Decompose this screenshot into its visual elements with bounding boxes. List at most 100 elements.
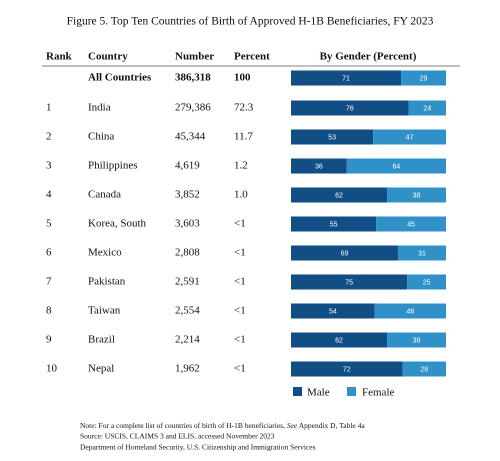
note-text: Appendix D, Table 4a xyxy=(297,421,365,430)
rank: 4 xyxy=(46,189,52,201)
female-label: 64 xyxy=(393,163,401,170)
country: Korea, South xyxy=(88,218,147,230)
male-label: 76 xyxy=(346,105,354,112)
percent: 100 xyxy=(234,72,251,84)
country: Philippines xyxy=(88,160,138,172)
female-bar xyxy=(387,187,446,203)
header-percent: Percent xyxy=(234,51,270,63)
male-label: 62 xyxy=(335,192,343,199)
country: All Countries xyxy=(88,72,152,84)
number: 386,318 xyxy=(175,72,211,84)
female-bar xyxy=(346,158,446,174)
rank: 2 xyxy=(46,131,52,143)
rank: 9 xyxy=(46,334,52,346)
male-bar xyxy=(291,303,375,319)
rank: 6 xyxy=(46,247,52,259)
male-bar xyxy=(291,70,402,86)
country: Mexico xyxy=(88,247,122,259)
male-bar xyxy=(291,158,347,174)
female-label: 38 xyxy=(413,337,421,344)
female-bar xyxy=(402,361,446,377)
male-bar xyxy=(291,187,388,203)
percent: <1 xyxy=(234,218,246,230)
country: China xyxy=(88,131,114,143)
male-label: 55 xyxy=(330,221,338,228)
percent: <1 xyxy=(234,247,246,259)
country: Brazil xyxy=(88,334,115,346)
female-label: 38 xyxy=(413,192,421,199)
female-bar xyxy=(408,100,446,116)
rank: 3 xyxy=(46,160,52,172)
country: Taiwan xyxy=(88,305,121,317)
source: Source: USCIS, CLAIMS 3 and ELIS, access… xyxy=(80,432,275,441)
country: Nepal xyxy=(88,363,114,375)
female-bar xyxy=(397,245,446,261)
female-label: 45 xyxy=(407,221,415,228)
female-bar xyxy=(407,274,446,290)
percent: <1 xyxy=(234,276,246,288)
female-label: 46 xyxy=(406,308,414,315)
header-rank: Rank xyxy=(46,51,73,63)
country: India xyxy=(88,102,111,114)
note: Note: For a complete list of countries o… xyxy=(80,421,365,430)
legend-label: Male xyxy=(307,387,330,399)
country: Canada xyxy=(88,189,121,201)
percent: 1.0 xyxy=(234,189,248,201)
number: 45,344 xyxy=(175,131,206,143)
female-bar xyxy=(387,332,446,348)
female-label: 24 xyxy=(424,105,432,112)
male-bar xyxy=(291,332,388,348)
rank: 7 xyxy=(46,276,52,288)
percent: 1.2 xyxy=(234,160,248,172)
percent: <1 xyxy=(234,305,246,317)
female-label: 29 xyxy=(420,75,428,82)
male-label: 54 xyxy=(329,308,337,315)
number: 3,603 xyxy=(175,218,200,230)
note-text: Note: For a complete list of countries o… xyxy=(80,421,287,430)
male-bar xyxy=(291,100,409,116)
number: 279,386 xyxy=(175,102,211,114)
country: Pakistan xyxy=(88,276,126,288)
female-bar xyxy=(401,70,446,86)
male-bar xyxy=(291,274,408,290)
female-bar xyxy=(374,303,446,319)
male-label: 62 xyxy=(335,337,343,344)
number: 4,619 xyxy=(175,160,200,172)
number: 2,808 xyxy=(175,247,200,259)
percent: 72.3 xyxy=(234,102,254,114)
percent: 11.7 xyxy=(234,131,253,143)
percent: <1 xyxy=(234,363,246,375)
agency: Department of Homeland Security, U.S. Ci… xyxy=(80,443,316,452)
number: 2,214 xyxy=(175,334,200,346)
legend-swatch xyxy=(347,387,356,396)
legend-label: Female xyxy=(362,387,394,399)
male-label: 71 xyxy=(342,75,350,82)
header-gender: By Gender (Percent) xyxy=(320,51,417,63)
female-bar xyxy=(376,216,446,232)
header-number: Number xyxy=(175,51,214,63)
female-label: 25 xyxy=(423,279,431,286)
male-bar xyxy=(291,216,377,232)
female-bar xyxy=(373,129,446,145)
male-bar xyxy=(291,129,374,145)
number: 2,554 xyxy=(175,305,200,317)
male-label: 75 xyxy=(345,279,353,286)
male-bar xyxy=(291,245,398,261)
rank: 5 xyxy=(46,218,52,230)
female-label: 31 xyxy=(418,250,426,257)
header-country: Country xyxy=(88,51,128,63)
number: 1,962 xyxy=(175,363,200,375)
male-bar xyxy=(291,361,403,377)
rank: 8 xyxy=(46,305,52,317)
male-label: 36 xyxy=(315,163,323,170)
male-label: 72 xyxy=(343,366,351,373)
rank: 1 xyxy=(46,102,52,114)
female-label: 28 xyxy=(420,366,428,373)
female-label: 47 xyxy=(406,134,414,141)
note-italic: See xyxy=(287,421,298,430)
percent: <1 xyxy=(234,334,246,346)
title: Figure 5. Top Ten Countries of Birth of … xyxy=(67,16,434,28)
male-label: 53 xyxy=(328,134,336,141)
number: 3,852 xyxy=(175,189,200,201)
